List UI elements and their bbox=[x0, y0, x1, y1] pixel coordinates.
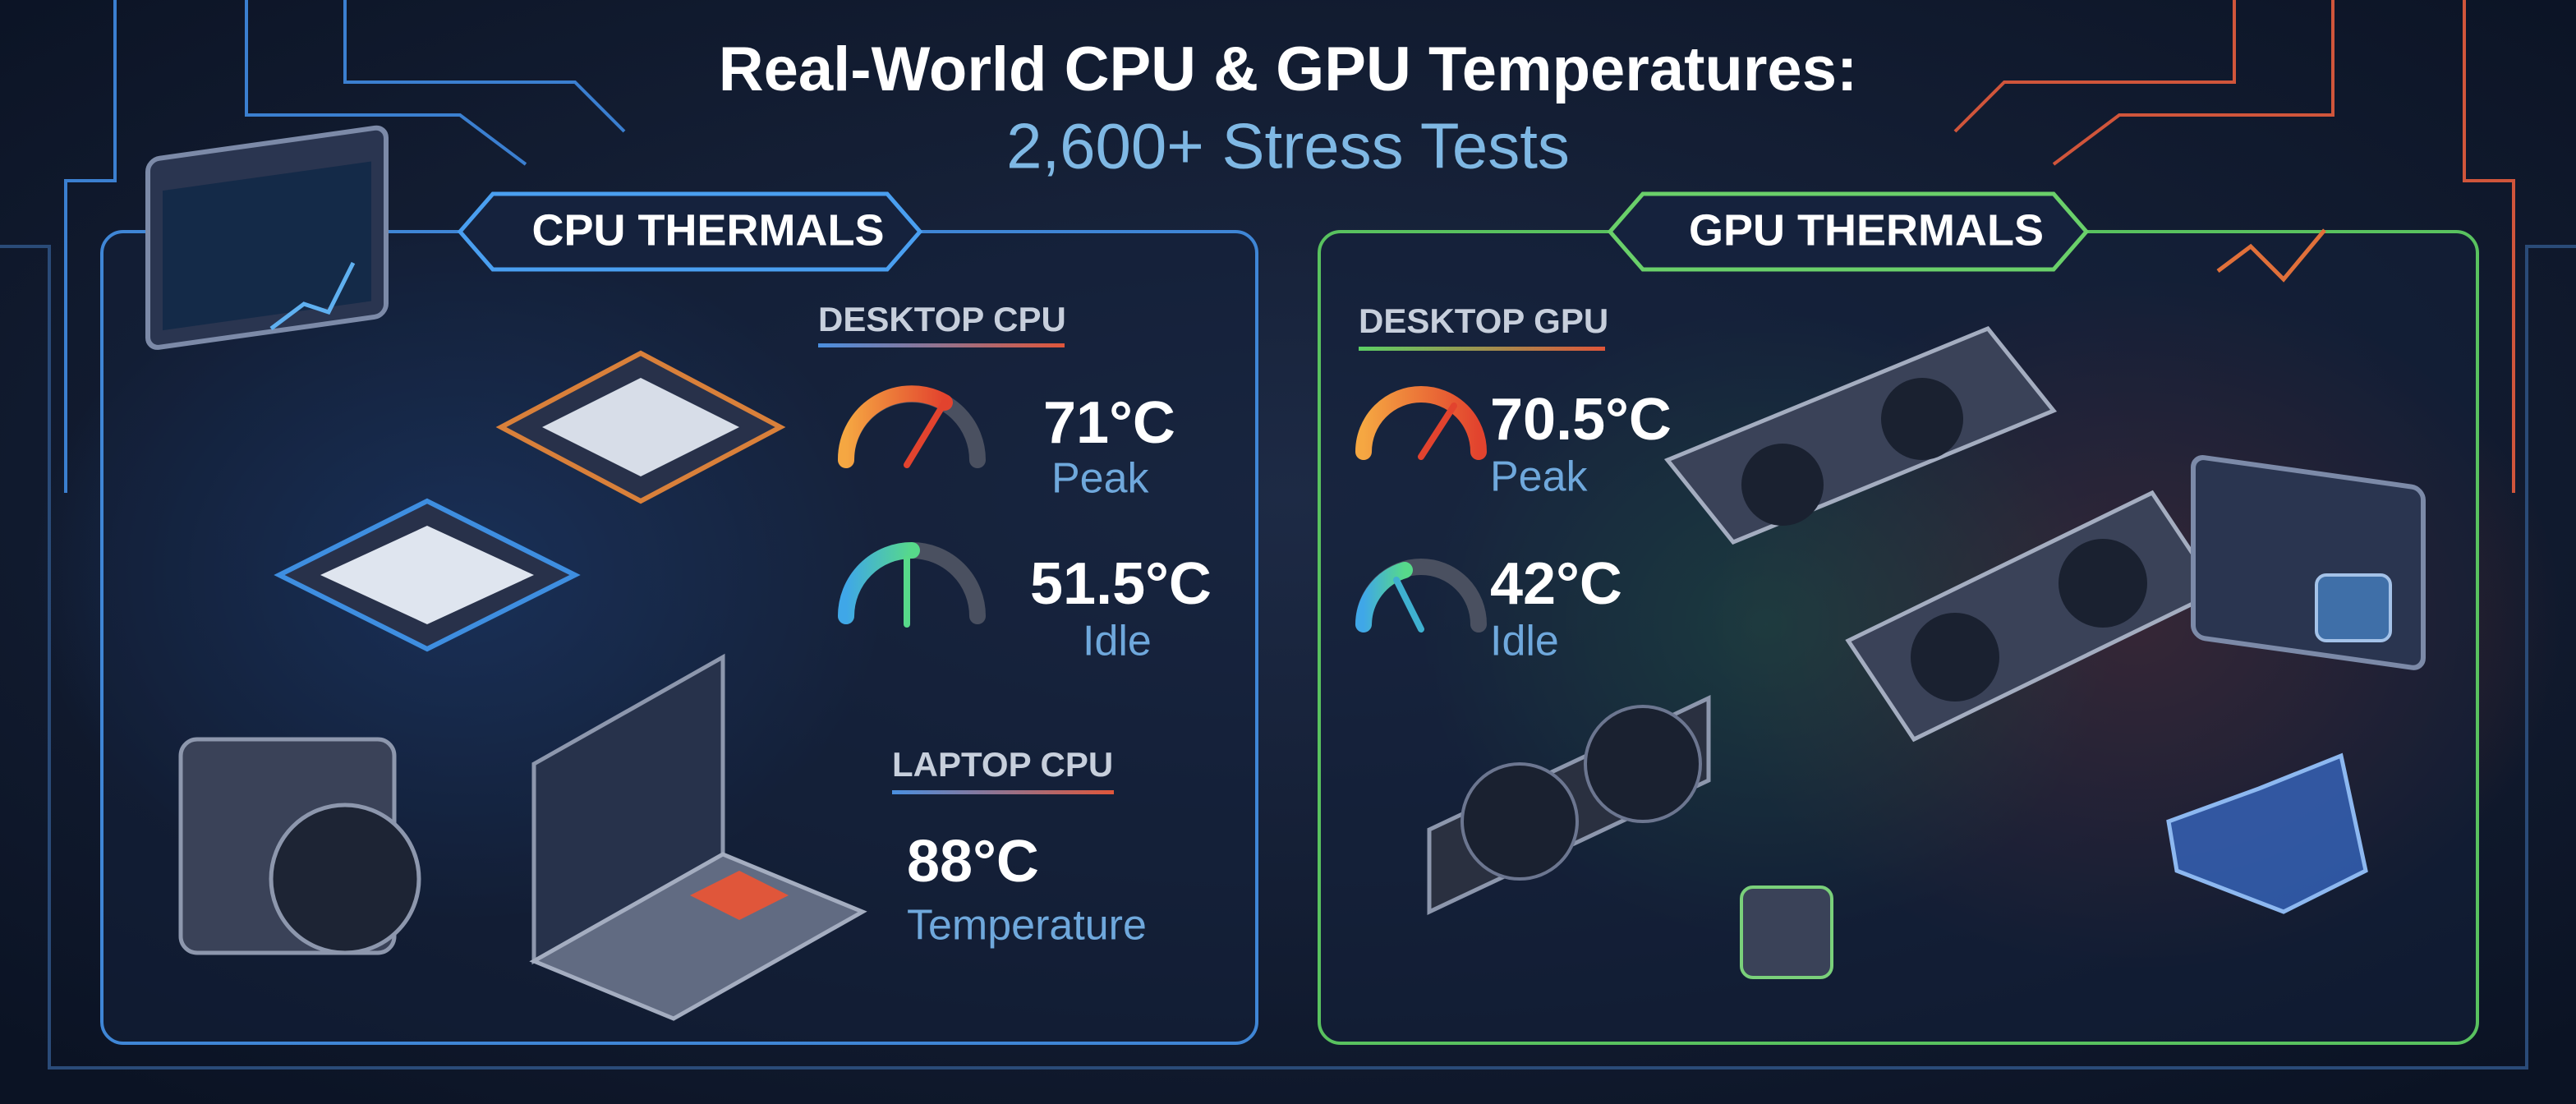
stat-label: Idle bbox=[1490, 618, 1559, 665]
stat-value: 42°C bbox=[1490, 551, 1622, 617]
stat-label: Temperature bbox=[907, 902, 1147, 950]
subtitle: 2,600+ Stress Tests bbox=[1006, 110, 1570, 182]
section-underline bbox=[1359, 347, 1605, 351]
panel-heading: CPU THERMALS bbox=[532, 205, 885, 255]
title: Real-World CPU & GPU Temperatures: bbox=[719, 34, 1858, 104]
stat-label: Peak bbox=[1490, 453, 1589, 501]
circuit-traces bbox=[0, 0, 2576, 1070]
stat-label: Peak bbox=[1051, 455, 1150, 503]
panel-heading: GPU THERMALS bbox=[1689, 205, 2044, 255]
stat-value: 88°C bbox=[907, 829, 1039, 895]
section-underline bbox=[892, 790, 1114, 794]
section-underline bbox=[818, 343, 1065, 347]
stat-value: 71°C bbox=[1043, 390, 1175, 456]
gpu-illustration bbox=[1427, 228, 2426, 979]
gauges bbox=[837, 385, 1487, 632]
section-label: LAPTOP CPU bbox=[892, 745, 1113, 784]
section-label: DESKTOP GPU bbox=[1359, 301, 1608, 340]
cpu-illustration bbox=[145, 125, 867, 1021]
cpu-heading-badge bbox=[457, 191, 923, 272]
stat-value: 51.5°C bbox=[1030, 551, 1212, 617]
stat-label: Idle bbox=[1083, 618, 1152, 665]
gpu-heading-badge bbox=[1607, 191, 2090, 272]
section-label: DESKTOP CPU bbox=[818, 300, 1066, 338]
stat-value: 70.5°C bbox=[1490, 387, 1672, 453]
